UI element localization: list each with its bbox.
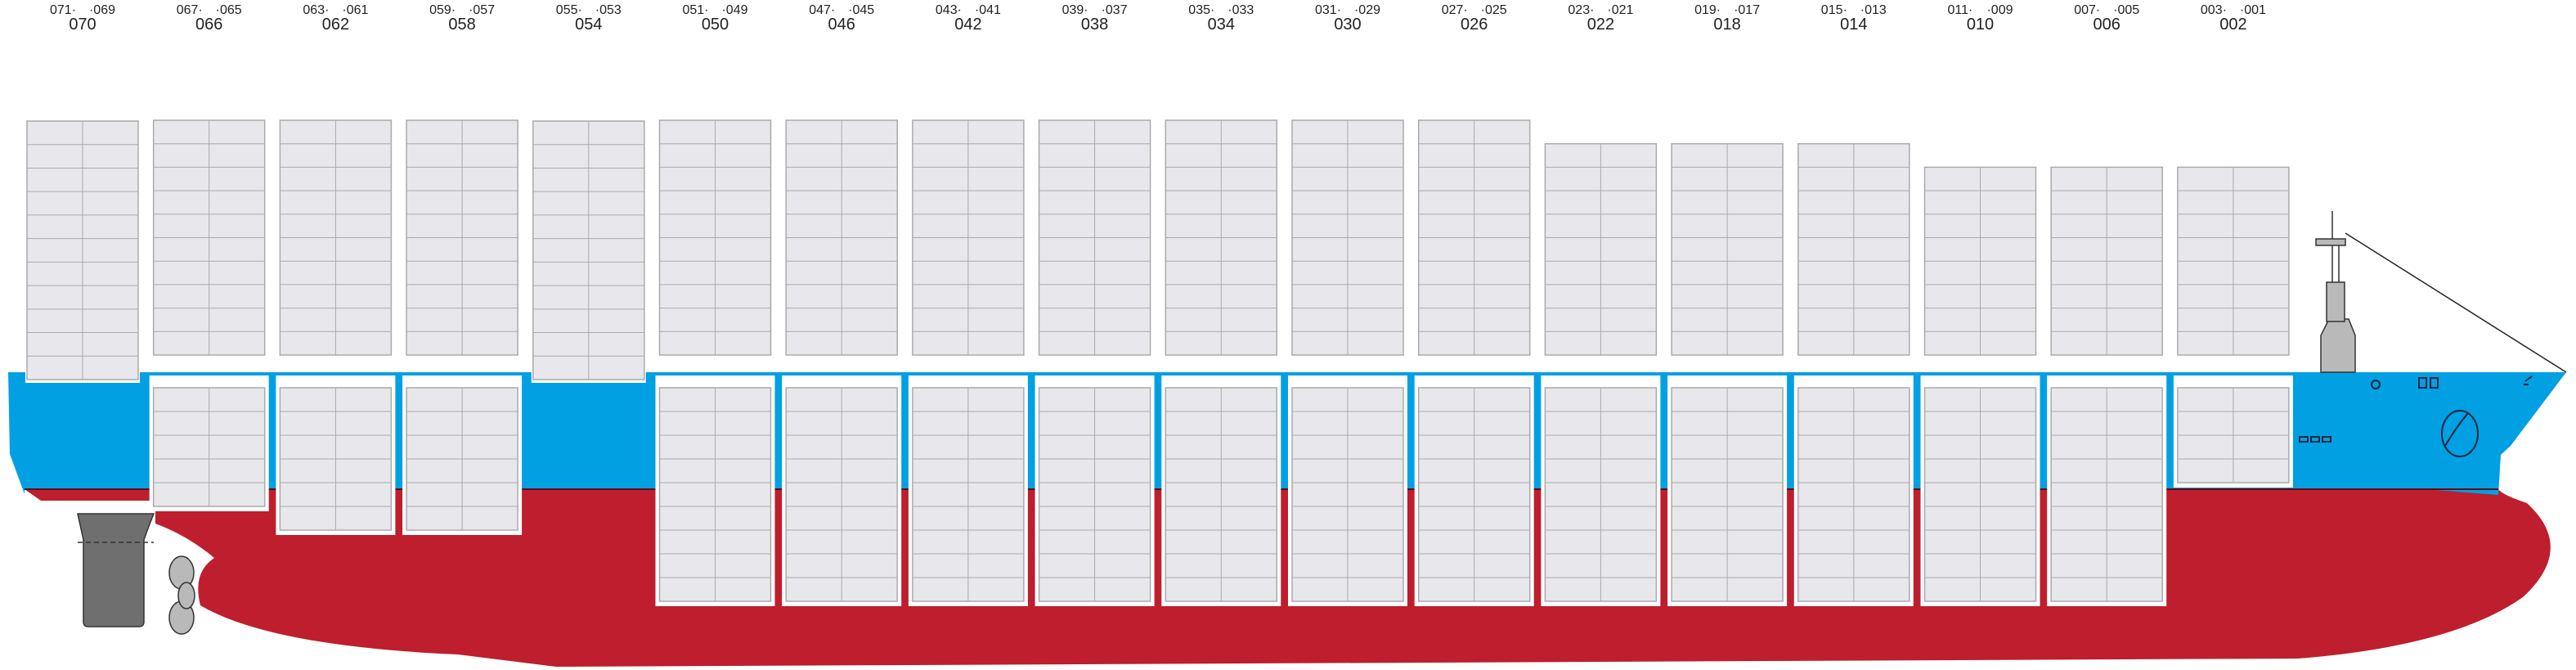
bay-label-left: 035· bbox=[1188, 3, 1215, 17]
bay-label-main: 002 bbox=[2219, 16, 2247, 34]
bay-label-left: 071· bbox=[50, 3, 77, 17]
bay-label-042: 043· ·041 042 bbox=[927, 0, 1009, 36]
bay-label-left: 031· bbox=[1315, 3, 1342, 17]
bay-label-038: 039· ·037 038 bbox=[1054, 0, 1136, 36]
bay-label-left: 015· bbox=[1820, 3, 1847, 17]
bay-label-main: 030 bbox=[1334, 16, 1362, 34]
bay-label-main: 018 bbox=[1713, 16, 1741, 34]
bay-label-006: 007· ·005 006 bbox=[2066, 0, 2147, 36]
bay-label-right: ·045 bbox=[848, 3, 875, 17]
foremast bbox=[2315, 211, 2356, 373]
bay-label-026: 027· ·025 026 bbox=[1434, 0, 1515, 36]
bay-label-main: 022 bbox=[1586, 16, 1615, 34]
bay-label-014: 015· ·013 014 bbox=[1813, 0, 1895, 36]
bay-label-right: ·001 bbox=[2239, 3, 2266, 17]
container-stacks bbox=[25, 119, 2293, 606]
propeller bbox=[168, 555, 195, 635]
bay-label-left: 067· bbox=[176, 3, 203, 17]
bay-label-018: 019· ·017 018 bbox=[1686, 0, 1768, 36]
bay-label-main: 014 bbox=[1840, 16, 1868, 34]
bay-label-main: 026 bbox=[1461, 16, 1488, 34]
bay-label-066: 067· ·065 066 bbox=[168, 0, 250, 36]
bay-label-right: ·053 bbox=[595, 3, 622, 17]
bay-label-022: 023· ·021 022 bbox=[1560, 0, 1641, 36]
forestay bbox=[2345, 232, 2567, 373]
bay-label-062: 063· ·061 062 bbox=[294, 0, 376, 36]
bay-label-right: ·005 bbox=[2113, 3, 2140, 17]
bay-label-left: 011· bbox=[1947, 3, 1973, 17]
bay-label-right: ·041 bbox=[974, 3, 1001, 17]
bay-label-left: 007· bbox=[2074, 3, 2101, 17]
bay-label-right: ·037 bbox=[1101, 3, 1128, 17]
bay-label-right: ·025 bbox=[1480, 3, 1507, 17]
bay-label-left: 019· bbox=[1694, 3, 1721, 17]
bay-label-main: 010 bbox=[1966, 16, 1995, 34]
bow-marks bbox=[2299, 375, 2533, 457]
bay-label-right: ·069 bbox=[88, 3, 115, 17]
bay-label-left: 055· bbox=[555, 3, 582, 17]
bay-label-046: 047· ·045 046 bbox=[801, 0, 882, 36]
rudder bbox=[77, 513, 155, 627]
bay-label-left: 027· bbox=[1441, 3, 1468, 17]
bay-label-main: 038 bbox=[1080, 16, 1109, 34]
bay-label-right: ·061 bbox=[342, 3, 369, 17]
bay-label-main: 034 bbox=[1207, 16, 1235, 34]
bay-label-right: ·057 bbox=[469, 3, 496, 17]
bay-label-058: 059· ·057 058 bbox=[421, 0, 503, 36]
bay-label-050: 051· ·049 050 bbox=[675, 0, 756, 36]
bay-label-left: 063· bbox=[303, 3, 330, 17]
bay-label-main: 054 bbox=[575, 16, 603, 34]
bay-label-left: 023· bbox=[1568, 3, 1595, 17]
bay-label-right: ·049 bbox=[721, 3, 748, 17]
bay-label-main: 058 bbox=[448, 16, 476, 34]
bay-label-main: 050 bbox=[701, 16, 729, 34]
bay-label-main: 046 bbox=[828, 16, 855, 34]
bay-label-left: 051· bbox=[682, 3, 709, 17]
bay-label-left: 003· bbox=[2200, 3, 2227, 17]
bay-label-main: 042 bbox=[954, 16, 982, 34]
bay-label-main: 006 bbox=[2093, 16, 2120, 34]
bay-label-main: 066 bbox=[195, 16, 223, 34]
bay-label-054: 055· ·053 054 bbox=[548, 0, 630, 36]
bay-label-right: ·017 bbox=[1734, 3, 1761, 17]
bay-label-070: 071· ·069 070 bbox=[42, 0, 123, 36]
bay-label-034: 035· ·033 034 bbox=[1180, 0, 1262, 36]
bay-label-right: ·065 bbox=[215, 3, 242, 17]
bay-label-right: ·029 bbox=[1353, 3, 1380, 17]
bay-label-010: 011· ·009 010 bbox=[1940, 0, 2022, 36]
bay-label-left: 059· bbox=[429, 3, 456, 17]
bay-label-main: 070 bbox=[69, 16, 96, 34]
bay-label-right: ·021 bbox=[1607, 3, 1634, 17]
bay-label-main: 062 bbox=[321, 16, 350, 34]
bay-label-right: ·009 bbox=[1986, 3, 2013, 17]
bay-label-left: 043· bbox=[935, 3, 962, 17]
bay-label-right: ·013 bbox=[1860, 3, 1887, 17]
bay-label-002: 003· ·001 002 bbox=[2192, 0, 2274, 36]
bay-label-left: 039· bbox=[1061, 3, 1088, 17]
bay-label-right: ·033 bbox=[1227, 3, 1254, 17]
bay-label-left: 047· bbox=[809, 3, 836, 17]
bay-label-030: 031· ·029 030 bbox=[1307, 0, 1389, 36]
